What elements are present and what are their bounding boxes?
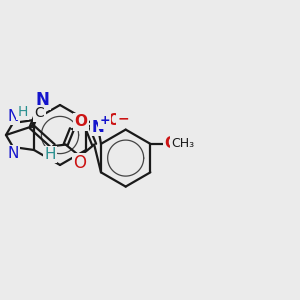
- Text: O: O: [74, 115, 87, 130]
- Text: CH₃: CH₃: [172, 137, 195, 150]
- Text: O: O: [74, 154, 86, 172]
- Text: O: O: [108, 113, 121, 128]
- Text: N: N: [7, 146, 19, 161]
- Text: C: C: [35, 106, 44, 120]
- Text: N: N: [92, 120, 104, 135]
- Text: H: H: [17, 105, 28, 118]
- Text: N: N: [36, 91, 50, 109]
- Text: O: O: [164, 136, 177, 152]
- Text: H: H: [44, 147, 56, 162]
- Text: N: N: [7, 109, 19, 124]
- Text: −: −: [117, 111, 129, 125]
- Text: +: +: [99, 114, 110, 127]
